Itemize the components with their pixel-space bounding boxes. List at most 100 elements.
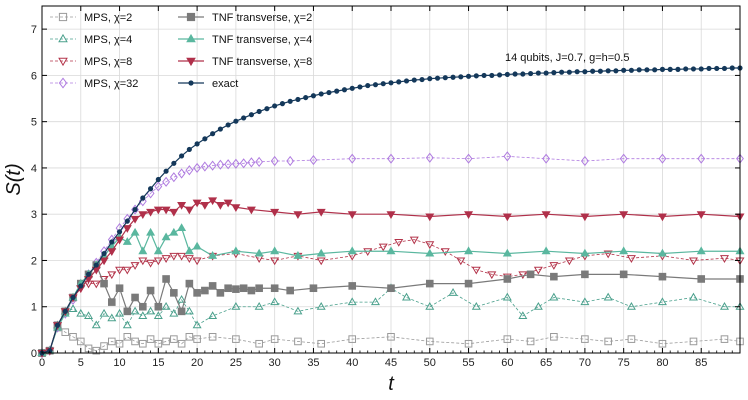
- data-point: [177, 307, 186, 316]
- data-point: [425, 279, 434, 288]
- data-point: [450, 74, 456, 80]
- data-point: [487, 271, 497, 280]
- legend-marker: [58, 77, 68, 89]
- data-point: [396, 79, 402, 85]
- data-point: [169, 252, 179, 261]
- data-point: [581, 270, 589, 279]
- data-point: [99, 257, 109, 266]
- x-tick-label: 75: [618, 357, 630, 369]
- data-point: [248, 112, 254, 118]
- data-point: [208, 197, 218, 206]
- data-point: [535, 70, 541, 76]
- y-tick-label: 0: [31, 348, 37, 360]
- data-point: [255, 284, 263, 293]
- data-point: [503, 275, 512, 283]
- data-point: [619, 270, 628, 279]
- legend-label: MPS, χ=8: [84, 56, 132, 68]
- data-point: [192, 199, 202, 208]
- data-point: [551, 70, 557, 76]
- data-point: [169, 308, 179, 317]
- data-point: [503, 335, 512, 343]
- legend-entry: TNF transverse, χ=2: [178, 12, 312, 24]
- data-point: [341, 87, 348, 93]
- data-point: [628, 67, 635, 73]
- data-point: [161, 301, 171, 310]
- data-point: [62, 308, 68, 314]
- data-point: [91, 320, 101, 329]
- legend-label: MPS, χ=32: [84, 78, 138, 90]
- series-line: [41, 239, 741, 354]
- data-point: [706, 65, 712, 72]
- data-point: [658, 153, 667, 164]
- data-point: [225, 122, 231, 128]
- data-point: [464, 246, 474, 255]
- data-point: [644, 67, 650, 73]
- data-point: [193, 162, 202, 174]
- data-point: [130, 262, 140, 270]
- data-point: [442, 75, 448, 81]
- data-point: [272, 103, 278, 109]
- data-point: [543, 70, 549, 76]
- data-point: [714, 65, 720, 72]
- data-point: [270, 257, 280, 266]
- data-point: [107, 313, 117, 322]
- data-point: [372, 82, 379, 88]
- data-point: [84, 311, 94, 319]
- data-point: [550, 272, 558, 281]
- data-point: [122, 266, 132, 275]
- data-point: [370, 297, 380, 306]
- data-point: [270, 284, 279, 293]
- data-point: [348, 335, 357, 343]
- data-point: [177, 252, 187, 261]
- data-point: [115, 308, 125, 317]
- data-point: [526, 270, 535, 279]
- data-point: [101, 250, 107, 257]
- data-point: [574, 69, 580, 75]
- data-point: [458, 74, 464, 80]
- data-point: [334, 88, 340, 94]
- data-point: [108, 337, 116, 346]
- data-point: [146, 227, 156, 236]
- data-point: [154, 302, 163, 311]
- x-tick-label: 25: [230, 357, 242, 369]
- data-point: [146, 259, 156, 268]
- x-tick-label: 40: [346, 357, 358, 369]
- data-point: [115, 236, 125, 245]
- data-point: [667, 66, 673, 72]
- data-point: [690, 66, 697, 72]
- data-point: [605, 68, 611, 74]
- data-point: [130, 215, 140, 224]
- data-point: [170, 289, 178, 297]
- legend-label: exact: [212, 78, 238, 90]
- x-tick-label: 20: [191, 357, 203, 369]
- data-point: [224, 284, 232, 293]
- data-point: [403, 78, 410, 84]
- data-point: [208, 333, 217, 341]
- y-tick-label: 2: [31, 255, 37, 267]
- data-point: [533, 301, 543, 310]
- data-point: [217, 126, 223, 132]
- data-point: [124, 218, 130, 224]
- data-point: [115, 266, 125, 275]
- data-point: [179, 153, 185, 159]
- data-point: [580, 155, 589, 167]
- data-point: [184, 255, 194, 263]
- data-point: [316, 301, 326, 310]
- data-point: [115, 339, 124, 348]
- data-point: [279, 101, 286, 107]
- x-tick-label: 15: [152, 357, 164, 369]
- data-point: [502, 292, 512, 301]
- data-point: [697, 153, 706, 164]
- data-point: [619, 246, 629, 255]
- data-point: [231, 158, 240, 169]
- data-point: [580, 248, 590, 257]
- data-point: [246, 206, 256, 215]
- data-point: [161, 232, 171, 241]
- data-point: [520, 71, 526, 77]
- data-point: [193, 335, 201, 343]
- legend-marker: [186, 12, 196, 22]
- data-point: [512, 71, 518, 77]
- data-point: [192, 257, 202, 266]
- data-point: [107, 271, 117, 280]
- data-point: [138, 211, 148, 219]
